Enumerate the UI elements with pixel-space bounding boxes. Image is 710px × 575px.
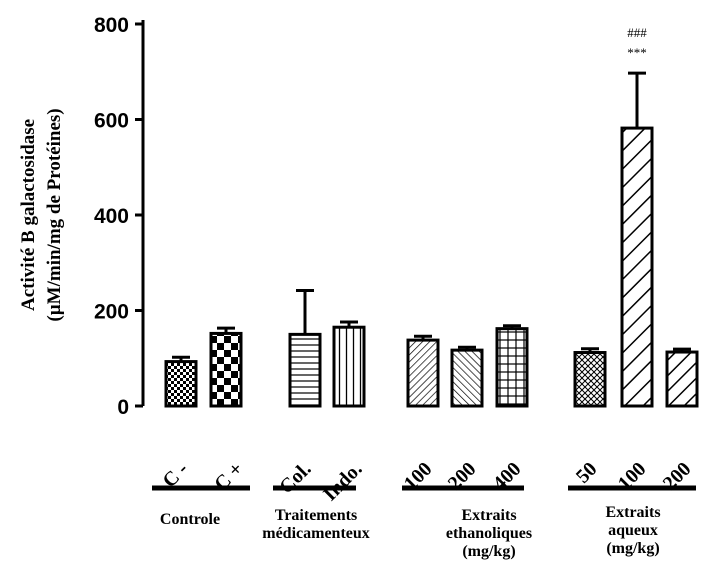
bar: [495, 327, 529, 408]
group-label: (mg/kg): [606, 540, 659, 557]
bar: [450, 348, 484, 408]
group-label: Controle: [160, 511, 220, 528]
significance-marker: ***: [627, 45, 647, 60]
category-label: Indo.: [319, 458, 366, 505]
bar: [665, 350, 699, 408]
y-tick-label: 800: [94, 14, 129, 37]
group-label: médicamenteux: [262, 525, 370, 542]
category-label: 50: [572, 458, 602, 488]
y-tick-label: 400: [94, 205, 129, 228]
y-tick-label: 200: [94, 301, 129, 324]
significance-marker: ###: [627, 25, 647, 40]
bar: [164, 360, 198, 408]
bars-layer: [164, 71, 699, 408]
group-label: Traitements: [275, 507, 357, 524]
group-label: Extraits: [605, 504, 660, 521]
group-label: (mg/kg): [462, 543, 515, 560]
bar: [620, 126, 654, 408]
y-axis-title-line1: Activité B galactosidase: [18, 119, 39, 311]
group-label: Extraits: [461, 507, 516, 524]
group-label: aqueux: [608, 522, 658, 539]
category-label: Col.: [275, 458, 315, 498]
y-tick-label: 0: [117, 396, 129, 419]
category-labels: C -C + Col. Indo. 100 200 400 50 100 200: [159, 458, 696, 505]
y-tick-label: 600: [94, 110, 129, 133]
y-axis-ticks: 0 200 400 600 800: [94, 14, 143, 419]
bar: [332, 325, 366, 408]
group-label: ethanoliques: [446, 525, 532, 542]
bar: [573, 351, 607, 408]
bar: [288, 332, 322, 408]
significance-annotations: ### ***: [627, 25, 647, 60]
y-axis-title: Activité B galactosidase (µM/min/mg de P…: [18, 108, 65, 321]
bar: [406, 338, 440, 408]
y-axis-title-line2: (µM/min/mg de Protéines): [44, 108, 65, 321]
bar: [209, 331, 243, 408]
